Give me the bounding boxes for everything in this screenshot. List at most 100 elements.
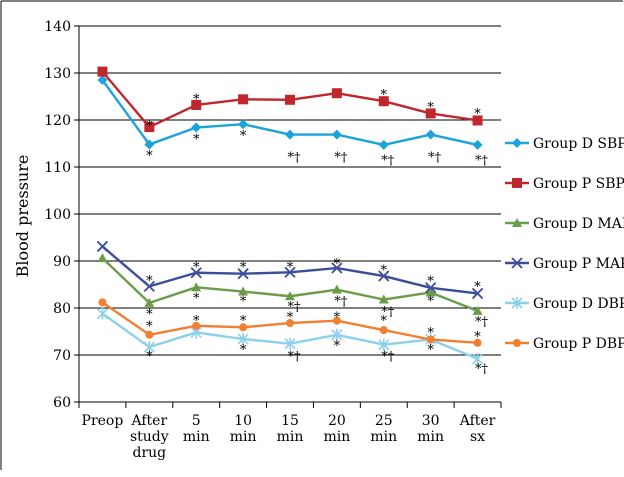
legend-entry-label: Group D SBP [533,136,624,152]
significance-marker: *† [381,153,395,168]
significance-marker: * [334,339,341,354]
significance-marker: *† [475,315,489,330]
x-category-label: Preop [82,413,124,429]
significance-marker: * [193,292,200,307]
significance-marker: * [287,261,294,276]
significance-marker: *† [475,153,489,168]
data-point [143,280,155,293]
x-category-label-line: After [459,413,496,429]
significance-marker: *† [334,294,348,309]
y-axis-ticks: 60 70 80 90 100 110 120 130 140 [44,19,79,411]
data-point [472,115,483,126]
legend-swatch-marker [512,178,522,188]
data-point [425,282,437,294]
data-point [471,352,484,365]
significance-marker: * [240,294,247,309]
significance-marker: * [427,100,434,115]
data-point [191,282,202,292]
y-tick-label: 110 [44,160,71,176]
significance-marker: * [334,257,341,272]
y-tick-label: 90 [53,254,71,270]
x-category-label-line: 5 [192,413,201,429]
legend-swatch-marker [511,257,523,269]
significance-marker: * [427,343,434,358]
data-point [472,139,483,150]
x-category-label-line: min [417,429,444,445]
y-axis-label: Blood pressure [13,155,32,278]
data-point [145,330,154,339]
significance-marker: * [193,314,200,329]
data-point [237,268,249,280]
legend-entry-label: Group D DBP [533,296,624,312]
significance-marker: * [146,119,153,134]
x-category-label-line: 30 [422,413,440,429]
data-point [98,298,107,307]
data-point [286,319,294,328]
x-category-label: After study drug [130,413,169,461]
x-category-label-line: 15 [281,413,299,429]
significance-marker: *† [381,349,395,364]
data-point [331,88,342,99]
data-point [331,129,342,140]
data-point [190,267,202,279]
data-point [96,307,109,320]
data-point [472,305,483,315]
data-point [285,94,295,105]
data-point [332,316,341,325]
significance-marker: * [146,274,153,289]
significance-marker: * [193,92,200,107]
data-point [97,253,108,263]
series-markers [96,66,484,365]
data-point [144,139,155,150]
significance-marker: *† [288,151,302,166]
data-point [97,75,108,86]
y-tick-label: 80 [53,301,71,317]
x-category-label-line: min [323,429,350,445]
x-category-label: 30 min [417,413,444,445]
y-tick-label: 120 [44,113,71,129]
x-category-label-line: min [277,429,304,445]
data-point [285,129,295,140]
significance-marker: * [146,308,153,323]
data-point [425,287,436,297]
y-tick-label: 140 [44,19,71,35]
data-point [238,119,249,130]
data-point [284,337,296,350]
x-category-label-line: drug [133,445,167,461]
data-point [191,99,202,110]
significance-marker: * [146,149,153,164]
significance-marker: * [427,326,434,341]
data-point [378,96,389,107]
data-point [192,321,201,330]
significance-marker: *† [288,349,302,364]
y-tick-label: 130 [44,66,71,82]
data-point [143,341,155,354]
x-category-label-line: min [370,429,397,445]
x-category-label-line: study [130,429,169,445]
significance-marker: * [474,280,481,295]
significance-marker: * [427,294,434,309]
significance-marker: * [193,261,200,276]
legend-entry-label: Group P DBP [533,336,624,352]
legend-entry-label: Group P SBP [533,176,624,192]
significance-marker: * [240,314,247,329]
x-category-label: 10 min [230,413,257,445]
significance-marker: * [193,132,200,147]
significance-marker: * [334,310,341,325]
data-point [285,291,295,301]
data-point [378,270,390,282]
significance-marker: * [146,349,153,364]
data-point [144,122,155,133]
x-category-label-line: 10 [234,413,252,429]
data-point [331,262,343,274]
x-category-label-line: sx [470,429,485,445]
data-point [331,328,343,341]
x-category-label-line: min [230,429,257,445]
significance-marker: * [146,319,153,334]
data-point [425,108,436,119]
legend: Group D SBP Group P SBP Group D MAP Group P… [505,136,624,352]
data-point [331,284,342,294]
data-point [284,266,296,278]
